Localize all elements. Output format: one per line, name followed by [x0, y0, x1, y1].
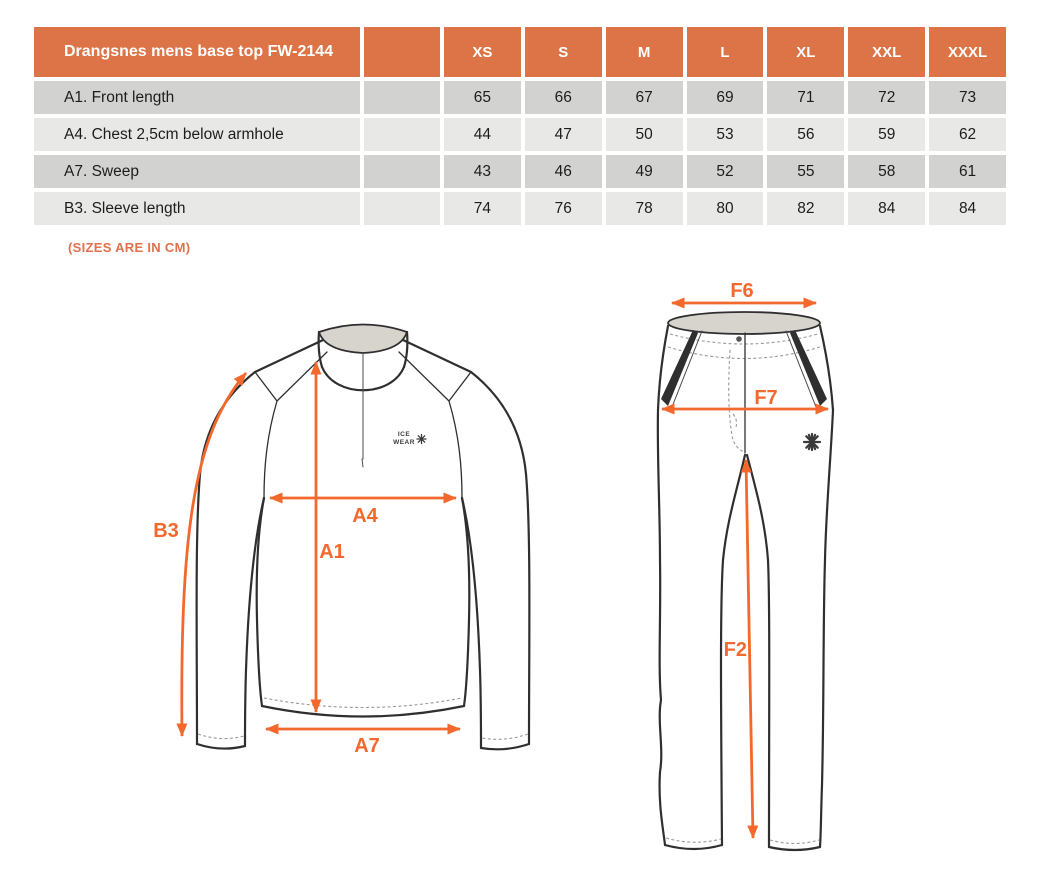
size-header-l: L	[686, 27, 764, 77]
table-value: 58	[848, 155, 926, 188]
table-value: 61	[929, 155, 1006, 188]
a1-label: A1	[319, 541, 345, 563]
table-value: 82	[767, 192, 845, 225]
header-empty-cell	[364, 27, 440, 77]
row-label: A1. Front length	[34, 81, 360, 114]
table-value: 76	[524, 192, 602, 225]
row-label: A7. Sweep	[34, 155, 360, 188]
shirt-measurements: B3 A4 A1 A7	[153, 361, 461, 757]
collar-inside	[317, 323, 409, 354]
product-title: Drangsnes mens base top FW-2144	[34, 27, 360, 77]
row-empty-cell	[364, 81, 440, 114]
b3-sleeve-arrow	[176, 372, 248, 737]
left-leg-outer	[656, 408, 667, 847]
table-value: 74	[444, 192, 521, 225]
waist-button	[736, 336, 742, 342]
fly-stitch	[728, 349, 746, 453]
table-value: 67	[605, 81, 683, 114]
b3-label: B3	[153, 520, 179, 542]
f2-label: F2	[724, 639, 747, 661]
row-empty-cell	[364, 192, 440, 225]
table-value: 59	[848, 118, 926, 151]
table-value: 44	[444, 118, 521, 151]
f6-label: F6	[730, 280, 753, 302]
f2-inseam-arrow	[740, 459, 759, 839]
table-value: 73	[929, 81, 1006, 114]
zipper-line	[361, 352, 364, 468]
table-value: 66	[524, 81, 602, 114]
table-value: 78	[605, 192, 683, 225]
table-value: 69	[686, 81, 764, 114]
pants-measurements: F6 F7 F2	[661, 280, 829, 839]
row-label: A4. Chest 2,5cm below armhole	[34, 118, 360, 151]
logo-snowflake-icon	[416, 433, 427, 445]
table-value: 43	[444, 155, 521, 188]
size-header-xl: XL	[767, 27, 845, 77]
size-header-xs: XS	[444, 27, 521, 77]
row-label: B3. Sleeve length	[34, 192, 360, 225]
table-value: 52	[686, 155, 764, 188]
left-leg-inner	[719, 453, 747, 847]
svg-text:WEAR: WEAR	[393, 439, 415, 446]
table-value: 84	[848, 192, 926, 225]
pants-diagram: F6 F7 F2	[656, 280, 835, 852]
units-note: (SIZES ARE IN CM)	[68, 240, 191, 255]
size-header-m: M	[605, 27, 683, 77]
table-value: 50	[605, 118, 683, 151]
table-value: 56	[767, 118, 845, 151]
pants-snowflake-icon	[802, 432, 822, 452]
right-pocket	[790, 330, 827, 406]
size-table: Drangsnes mens base top FW-2144 XS S M L…	[34, 27, 1006, 225]
table-value: 53	[686, 118, 764, 151]
table-value: 80	[686, 192, 764, 225]
size-header-xxl: XXL	[848, 27, 926, 77]
size-header-s: S	[524, 27, 602, 77]
size-header-xxxl: XXXL	[929, 27, 1006, 77]
table-value: 62	[929, 118, 1006, 151]
right-sleeve	[469, 370, 531, 746]
pants-outline	[656, 311, 835, 852]
table-value: 55	[767, 155, 845, 188]
table-value: 47	[524, 118, 602, 151]
left-pocket	[661, 330, 698, 406]
svg-text:ICE: ICE	[398, 431, 411, 438]
a4-label: A4	[352, 505, 378, 527]
f7-label: F7	[754, 387, 777, 409]
a7-label: A7	[354, 735, 380, 757]
icewear-logo: ICE WEAR	[393, 431, 427, 446]
table-value: 84	[929, 192, 1006, 225]
shirt-outline	[195, 323, 531, 751]
row-empty-cell	[364, 118, 440, 151]
table-value: 72	[848, 81, 926, 114]
table-value: 49	[605, 155, 683, 188]
right-leg-outer	[818, 408, 835, 849]
row-empty-cell	[364, 155, 440, 188]
base-top-diagram: ICE WEAR B3 A4 A1 A7	[153, 323, 531, 757]
table-value: 71	[767, 81, 845, 114]
table-value: 46	[524, 155, 602, 188]
waist-inside	[667, 311, 821, 335]
table-value: 65	[444, 81, 521, 114]
